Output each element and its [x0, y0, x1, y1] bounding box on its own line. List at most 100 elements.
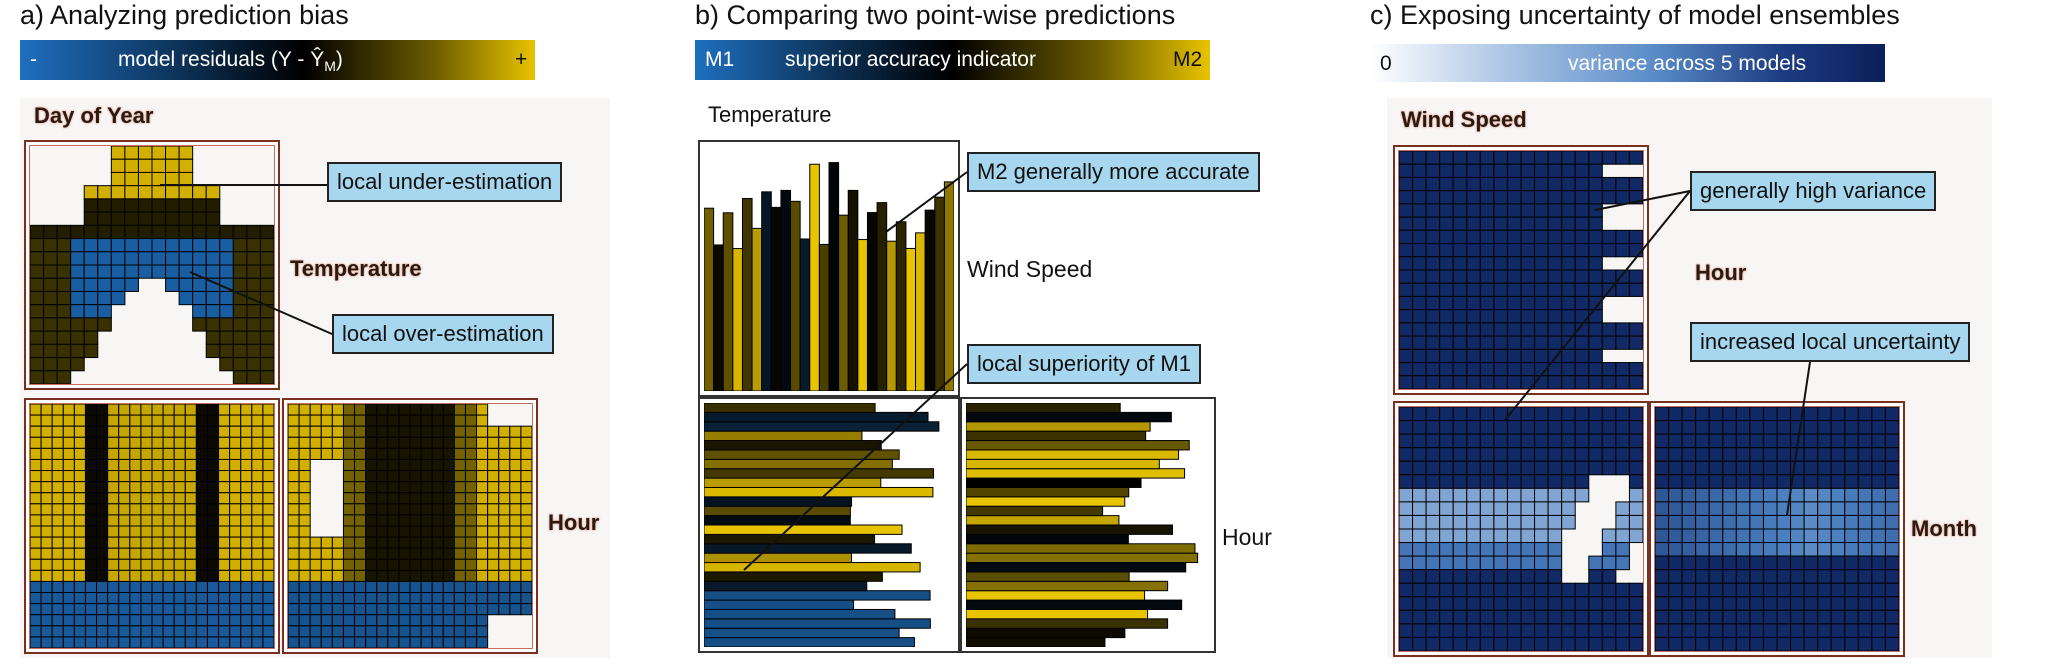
- heatmap-cell: [1506, 460, 1522, 476]
- heatmap-cell: [184, 558, 197, 571]
- heatmap-cell: [1749, 569, 1764, 584]
- heatmap-cell: [151, 536, 164, 549]
- heatmap-cell: [1466, 596, 1481, 611]
- heatmap-cell: [1628, 609, 1643, 625]
- heatmap-cell: [1466, 322, 1481, 337]
- heatmap-cell: [298, 436, 311, 449]
- heatmap-cell: [51, 481, 64, 494]
- heatmap-cell: [70, 238, 85, 253]
- heatmap-cell: [129, 558, 142, 571]
- heatmap-cell: [1493, 528, 1508, 544]
- heatmap-cell: [206, 492, 220, 505]
- heatmap-cell: [151, 636, 164, 648]
- heatmap-cell: [129, 547, 142, 560]
- heatmap-cell: [118, 525, 131, 538]
- heatmap-cell: [205, 224, 221, 240]
- heatmap-cell: [1601, 569, 1617, 584]
- heatmap-cell: [1439, 282, 1454, 297]
- heatmap-cell: [1561, 203, 1576, 218]
- heatmap-cell: [420, 636, 433, 648]
- heatmap-cell: [1547, 528, 1563, 544]
- heatmap-cell: [1425, 176, 1441, 192]
- heatmap-cell: [1668, 528, 1683, 544]
- heatmap-cell: [251, 481, 264, 494]
- heatmap-cell: [70, 224, 85, 240]
- colorbar-min-label: -: [30, 48, 37, 71]
- heatmap-cell: [162, 592, 175, 605]
- heatmap-cell: [331, 592, 344, 605]
- heatmap-cell: [107, 569, 120, 582]
- heatmap-cell: [173, 447, 186, 460]
- heatmap-cell: [118, 458, 131, 472]
- heatmap-cell: [354, 514, 367, 527]
- heatmap-cell: [1439, 243, 1454, 258]
- heatmap-cell: [309, 592, 322, 605]
- heatmap-cell: [73, 614, 86, 627]
- heatmap-cell: [246, 290, 261, 306]
- heatmap-cell: [1466, 348, 1481, 364]
- heatmap-cell: [1681, 474, 1697, 489]
- colorbar-min-label: 0: [1380, 52, 1392, 75]
- heatmap-cell: [1574, 335, 1590, 350]
- heatmap-cell: [30, 224, 45, 240]
- heatmap-cell: [1439, 256, 1454, 271]
- heatmap-cell: [51, 447, 64, 460]
- heatmap-cell: [1439, 609, 1454, 625]
- heatmap-cell: [1425, 322, 1441, 337]
- heatmap-cell: [1534, 407, 1549, 422]
- heatmap-cell: [184, 404, 197, 416]
- heatmap-cell: [1601, 407, 1617, 422]
- heatmap-cell: [262, 481, 274, 494]
- heatmap-cell: [1412, 623, 1427, 638]
- heatmap-cell: [1884, 433, 1899, 449]
- heatmap-cell: [520, 603, 532, 616]
- heatmap-cell: [96, 492, 109, 505]
- heatmap-cell: [96, 603, 109, 616]
- heatmap-cell: [206, 580, 220, 594]
- bar-mark: [704, 411, 929, 423]
- heatmap-cell: [1493, 335, 1508, 350]
- heatmap-cell: [1762, 623, 1778, 638]
- heatmap-cell: [97, 238, 112, 253]
- heatmap-cell: [1628, 151, 1643, 165]
- heatmap-cell: [140, 625, 153, 638]
- heatmap-cell: [62, 492, 75, 505]
- heatmap-cell: [442, 425, 455, 438]
- heatmap-cell: [1708, 555, 1724, 571]
- heatmap-cell: [1399, 348, 1414, 364]
- heatmap-cell: [1681, 514, 1697, 530]
- heatmap-cell: [342, 503, 356, 516]
- heatmap-cell: [509, 525, 522, 538]
- heatmap-cell: [107, 481, 120, 494]
- heatmap-cell: [1722, 474, 1737, 489]
- heatmap-cell: [1695, 514, 1710, 530]
- heatmap-cell: [1534, 151, 1549, 165]
- heatmap-cell: [1506, 542, 1522, 557]
- heatmap-cell: [1479, 447, 1495, 462]
- heatmap-cell: [1708, 501, 1724, 516]
- heatmap-cell: [1547, 501, 1563, 516]
- heatmap-cell: [288, 536, 300, 549]
- heatmap-cell: [1506, 282, 1522, 297]
- heatmap-cell: [1412, 295, 1427, 311]
- heatmap-cell: [476, 514, 489, 527]
- heatmap-cell: [1425, 407, 1441, 422]
- heatmap-cell: [162, 514, 175, 527]
- heatmap-cell: [1695, 433, 1710, 449]
- heatmap-cell: [1547, 190, 1563, 205]
- heatmap-cell: [1466, 282, 1481, 297]
- heatmap-cell: [453, 458, 466, 472]
- heatmap-cell: [1615, 582, 1630, 598]
- heatmap-cell: [288, 569, 300, 582]
- heatmap-cell: [498, 425, 511, 438]
- heatmap-cell: [1452, 542, 1468, 557]
- heatmap-cell: [442, 470, 455, 483]
- heatmap-cell: [1534, 514, 1549, 530]
- heatmap-cell: [1399, 335, 1414, 350]
- heatmap-cell: [51, 580, 64, 594]
- heatmap-cell: [1399, 596, 1414, 611]
- heatmap-cell: [165, 238, 180, 253]
- heatmap-cell: [1871, 460, 1886, 476]
- heatmap-cell: [30, 536, 42, 549]
- bar-mark: [713, 244, 724, 391]
